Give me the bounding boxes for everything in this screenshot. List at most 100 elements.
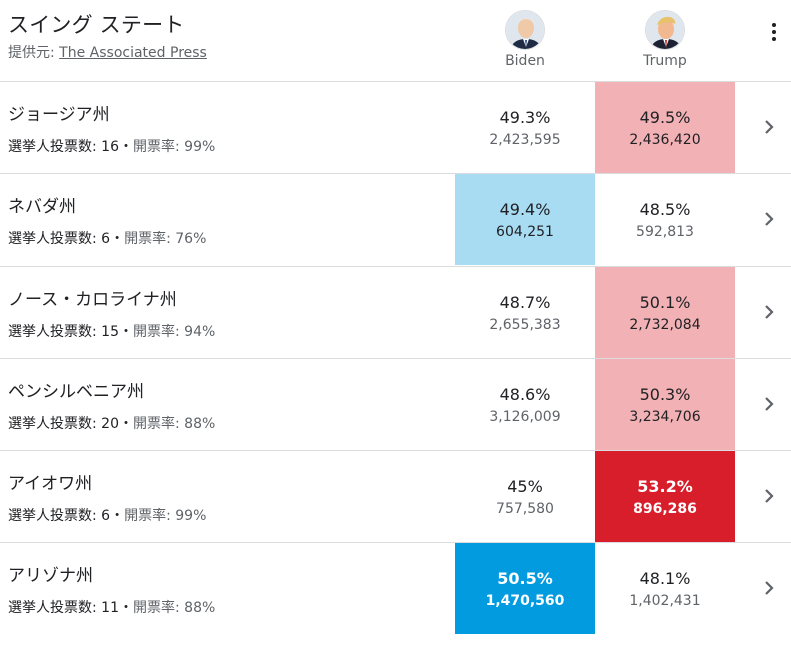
biden-votes: 604,251 (496, 224, 554, 241)
reporting-value: 88% (184, 600, 216, 617)
candidate-name-biden: Biden (505, 53, 545, 69)
state-meta: 選挙人投票数: 15・開票率: 94% (8, 321, 215, 341)
state-name: アリゾナ州 (8, 566, 93, 587)
reporting-label: 開票率: (133, 139, 185, 155)
trump-votes: 2,436,420 (629, 132, 701, 148)
provider-label: 提供元: (8, 45, 60, 61)
results-list: ジョージア州 選挙人投票数: 16・開票率: 99% 49.3% 2,423,5… (0, 82, 791, 636)
reporting-value: 94% (184, 323, 216, 340)
separator: ・ (119, 323, 133, 340)
electors-value: 6 (101, 508, 111, 525)
biden-result-cell: 49.4% 604,251 (455, 174, 595, 266)
trump-percent: 50.1% (639, 292, 691, 312)
chevron-right-icon[interactable] (760, 487, 778, 505)
provider-link[interactable]: The Associated Press (59, 45, 207, 61)
biden-percent: 45% (507, 477, 543, 497)
separator: ・ (119, 415, 133, 432)
state-meta: 選挙人投票数: 20・開票率: 88% (8, 413, 215, 433)
chevron-right-icon[interactable] (760, 118, 778, 136)
candidate-header-trump: Trump (595, 0, 735, 82)
candidate-header-biden: Biden (455, 0, 595, 82)
state-row-arizona[interactable]: アリゾナ州 選挙人投票数: 11・開票率: 88% 50.5% 1,470,56… (0, 543, 791, 635)
biden-result-cell: 50.5% 1,470,560 (455, 543, 595, 635)
trump-percent: 50.3% (639, 384, 691, 404)
electors-value: 16 (101, 139, 119, 155)
separator: ・ (119, 139, 133, 155)
reporting-label: 開票率: (133, 415, 185, 432)
biden-percent: 49.3% (499, 108, 551, 127)
reporting-value: 76% (175, 231, 207, 248)
trump-result-cell: 49.5% 2,436,420 (595, 82, 735, 173)
state-row-pennsylvania[interactable]: ペンシルベニア州 選挙人投票数: 20・開票率: 88% 48.6% 3,126… (0, 358, 791, 452)
biden-avatar (505, 10, 545, 50)
trump-result-cell: 48.1% 1,402,431 (595, 543, 735, 634)
electors-label: 選挙人投票数: (8, 139, 102, 155)
provider-line: 提供元: The Associated Press (8, 42, 207, 62)
trump-avatar (645, 10, 685, 50)
trump-votes: 2,732,084 (629, 316, 701, 333)
electors-label: 選挙人投票数: (8, 323, 102, 340)
biden-votes: 757,580 (496, 501, 554, 518)
state-row-iowa[interactable]: アイオワ州 選挙人投票数: 6・開票率: 99% 45% 757,580 53.… (0, 451, 791, 544)
state-meta: 選挙人投票数: 6・開票率: 99% (8, 505, 206, 525)
trump-result-cell: 53.2% 896,286 (595, 451, 735, 543)
biden-votes: 2,655,383 (489, 316, 561, 333)
trump-result-cell: 50.1% 2,732,084 (595, 266, 735, 358)
electors-value: 15 (101, 323, 119, 340)
chevron-right-icon[interactable] (760, 579, 778, 597)
state-meta: 選挙人投票数: 11・開票率: 88% (8, 597, 215, 617)
chevron-right-icon[interactable] (760, 210, 778, 228)
biden-result-cell: 49.3% 2,423,595 (455, 82, 595, 173)
state-meta: 選挙人投票数: 16・開票率: 99% (8, 136, 215, 156)
state-row-nevada[interactable]: ネバダ州 選挙人投票数: 6・開票率: 76% 49.4% 604,251 48… (0, 174, 791, 267)
reporting-label: 開票率: (124, 508, 176, 525)
biden-votes: 2,423,595 (489, 132, 561, 148)
electors-value: 11 (101, 600, 119, 617)
biden-percent: 49.4% (499, 200, 551, 220)
chevron-right-icon[interactable] (760, 303, 778, 321)
state-meta: 選挙人投票数: 6・開票率: 76% (8, 228, 206, 248)
reporting-label: 開票率: (133, 600, 185, 617)
biden-percent: 48.7% (499, 292, 551, 312)
candidate-name-trump: Trump (643, 53, 687, 69)
state-name: ペンシルベニア州 (8, 381, 144, 402)
biden-votes: 3,126,009 (489, 408, 561, 425)
reporting-value: 99% (175, 508, 207, 525)
trump-votes: 1,402,431 (629, 593, 701, 610)
reporting-value: 88% (184, 415, 216, 432)
electors-label: 選挙人投票数: (8, 508, 102, 525)
electors-label: 選挙人投票数: (8, 415, 102, 432)
more-vert-icon[interactable] (762, 20, 786, 44)
trump-votes: 896,286 (633, 501, 697, 518)
separator: ・ (119, 600, 133, 617)
trump-percent: 53.2% (637, 477, 693, 497)
state-name: ネバダ州 (8, 197, 76, 218)
trump-votes: 3,234,706 (629, 408, 701, 425)
trump-percent: 48.1% (639, 569, 691, 589)
biden-result-cell: 48.7% 2,655,383 (455, 267, 595, 358)
biden-percent: 48.6% (499, 384, 551, 404)
trump-percent: 49.5% (639, 108, 691, 127)
results-header: スイング ステート 提供元: The Associated Press Bide… (0, 0, 791, 82)
page-title: スイング ステート (8, 13, 185, 37)
state-name: アイオワ州 (8, 474, 93, 495)
biden-result-cell: 48.6% 3,126,009 (455, 359, 595, 450)
trump-result-cell: 48.5% 592,813 (595, 174, 735, 265)
biden-percent: 50.5% (497, 569, 553, 589)
state-name: ジョージア州 (8, 105, 110, 125)
chevron-right-icon[interactable] (760, 395, 778, 413)
reporting-label: 開票率: (133, 323, 185, 340)
reporting-value: 99% (184, 139, 216, 155)
separator: ・ (110, 231, 125, 248)
electors-label: 選挙人投票数: (8, 231, 102, 248)
reporting-label: 開票率: (124, 231, 176, 248)
biden-votes: 1,470,560 (485, 593, 565, 610)
state-row-north-carolina[interactable]: ノース・カロライナ州 選挙人投票数: 15・開票率: 94% 48.7% 2,6… (0, 266, 791, 359)
state-row-georgia[interactable]: ジョージア州 選挙人投票数: 16・開票率: 99% 49.3% 2,423,5… (0, 82, 791, 175)
trump-percent: 48.5% (639, 200, 691, 220)
electors-label: 選挙人投票数: (8, 600, 102, 617)
electors-value: 20 (101, 415, 119, 432)
trump-votes: 592,813 (636, 224, 694, 241)
separator: ・ (110, 508, 125, 525)
electors-value: 6 (101, 231, 111, 248)
